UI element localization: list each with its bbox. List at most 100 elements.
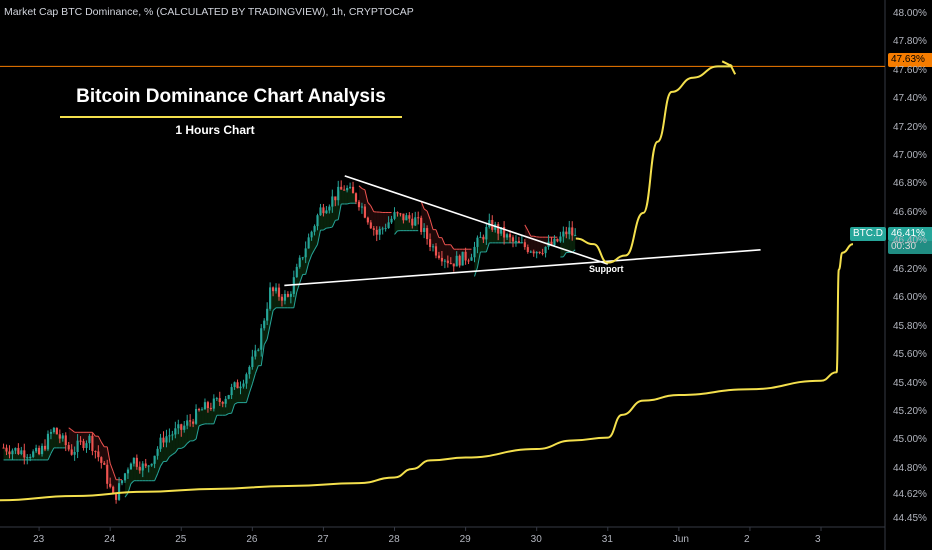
band-fill [9, 452, 13, 460]
candle-body [233, 382, 236, 388]
band-fill [181, 427, 185, 449]
candle-body [61, 435, 64, 439]
supertrend-bands [3, 185, 576, 498]
symbol-badge: BTC.D [850, 227, 886, 241]
candle-body [322, 207, 325, 214]
band-line [441, 237, 446, 245]
chart-title: Bitcoin Dominance Chart Analysis [76, 86, 386, 107]
candle-body [227, 395, 230, 399]
candle-body [565, 231, 568, 235]
resistance-trendline [344, 175, 609, 265]
band-line [299, 274, 304, 284]
band-line [251, 373, 256, 385]
candle-body [514, 241, 518, 243]
x-tick-label: 25 [175, 534, 187, 545]
candle-body [319, 207, 322, 216]
candle-body [331, 196, 334, 207]
candle-body [529, 251, 532, 253]
candle-body [112, 486, 115, 495]
x-tick-label: 26 [246, 534, 258, 545]
candle-body [289, 293, 292, 297]
candle-body [76, 440, 79, 452]
candle-body [144, 463, 147, 467]
candle-body [245, 374, 248, 384]
band-fill [403, 216, 407, 231]
band-fill [379, 212, 383, 232]
moving-average-line [0, 243, 854, 502]
y-tick-label: 47.00% [893, 149, 927, 161]
band-fill [563, 232, 567, 257]
band-line [450, 244, 455, 250]
band-line [370, 205, 375, 213]
candle-body [159, 437, 162, 449]
band-line [181, 446, 185, 449]
candle-body [428, 239, 432, 247]
candle-body [550, 241, 553, 246]
band-line [308, 254, 313, 264]
candle-body [277, 287, 281, 297]
band-fill [406, 216, 410, 231]
candle-body [414, 217, 417, 226]
band-line [106, 446, 111, 464]
y-tick-label: 45.60% [893, 349, 927, 361]
candle-body [328, 206, 331, 211]
candle-body [97, 451, 100, 458]
candle-body [505, 234, 509, 238]
candle-body [174, 428, 177, 435]
candle-body [562, 231, 565, 237]
chart-header: Market Cap BTC Dominance, % (CALCULATED … [4, 6, 414, 18]
y-tick-label: 46.20% [893, 263, 927, 275]
x-tick-label: 2 [743, 534, 750, 545]
band-fill [344, 189, 348, 204]
candle-body [52, 427, 55, 433]
band-fill [53, 429, 57, 448]
band-fill [86, 432, 90, 446]
y-tick-label: 45.40% [893, 377, 927, 389]
x-tick-label: 29 [459, 534, 471, 545]
candle-body [141, 463, 144, 471]
band-fill [326, 208, 330, 229]
chart-axes [0, 0, 886, 550]
candle-body [340, 186, 343, 190]
band-line [174, 448, 179, 453]
axis-ticks [38, 527, 822, 531]
candle-body [357, 201, 361, 208]
band-line [157, 465, 161, 475]
candle-body [423, 228, 426, 232]
candle-body [473, 246, 476, 258]
candle-body [461, 251, 464, 266]
candle-body [556, 238, 559, 242]
band-line [524, 224, 529, 231]
candle-body [283, 293, 287, 301]
band-fill [145, 464, 149, 481]
candle-body [82, 441, 85, 449]
candle-body [49, 432, 53, 434]
candle-body [387, 222, 390, 229]
candle-body [266, 308, 269, 321]
band-fill [373, 211, 377, 233]
candle-body [295, 266, 298, 278]
band-line [331, 220, 336, 228]
candle-body [532, 251, 535, 254]
y-tick-label: 46.40% [893, 235, 927, 247]
candle-body [511, 237, 515, 242]
band-line [420, 201, 425, 210]
band-fill [201, 405, 205, 425]
band-line [293, 291, 298, 308]
band-line [533, 235, 537, 238]
candle-body [150, 463, 153, 466]
candle-body [11, 450, 14, 455]
band-line [192, 438, 197, 442]
band-fill [204, 405, 208, 424]
x-tick-label: 23 [33, 534, 45, 545]
band-fill [450, 244, 454, 265]
band-fill [382, 212, 386, 229]
band-fill [376, 211, 380, 233]
band-fill [33, 449, 37, 460]
candle-body [517, 241, 520, 243]
candle-body [239, 386, 242, 389]
candle-body [132, 457, 135, 464]
band-line [201, 423, 206, 426]
candle-body [408, 215, 411, 219]
